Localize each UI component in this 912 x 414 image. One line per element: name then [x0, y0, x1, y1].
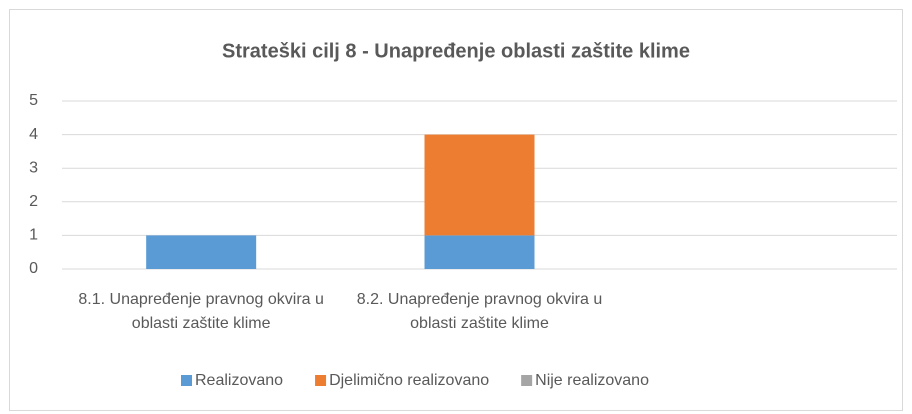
- legend-label: Realizovano: [195, 372, 283, 389]
- y-tick-label: 4: [29, 126, 38, 143]
- legend-swatch: [521, 375, 533, 386]
- bar-segment: [146, 235, 257, 269]
- x-tick-label: 8.1. Unapređenje pravnog okvira u oblast…: [78, 291, 324, 332]
- y-tick-label: 3: [29, 159, 38, 176]
- y-tick-label: 5: [29, 92, 38, 109]
- y-tick-label: 1: [29, 227, 38, 244]
- legend-label: Djelimično realizovano: [329, 372, 489, 389]
- bar-segment: [424, 235, 535, 269]
- legend-swatch: [181, 375, 192, 386]
- y-tick-label: 2: [29, 193, 38, 210]
- legend-swatch: [315, 375, 327, 386]
- chart-title: Strateški cilj 8 - Unapređenje oblasti z…: [222, 40, 690, 62]
- bar-segment: [424, 134, 535, 236]
- x-tick-label: 8.2. Unapređenje pravnog okvira u oblast…: [356, 291, 603, 332]
- y-tick-label: 0: [29, 260, 38, 277]
- legend-label: Nije realizovano: [535, 372, 649, 389]
